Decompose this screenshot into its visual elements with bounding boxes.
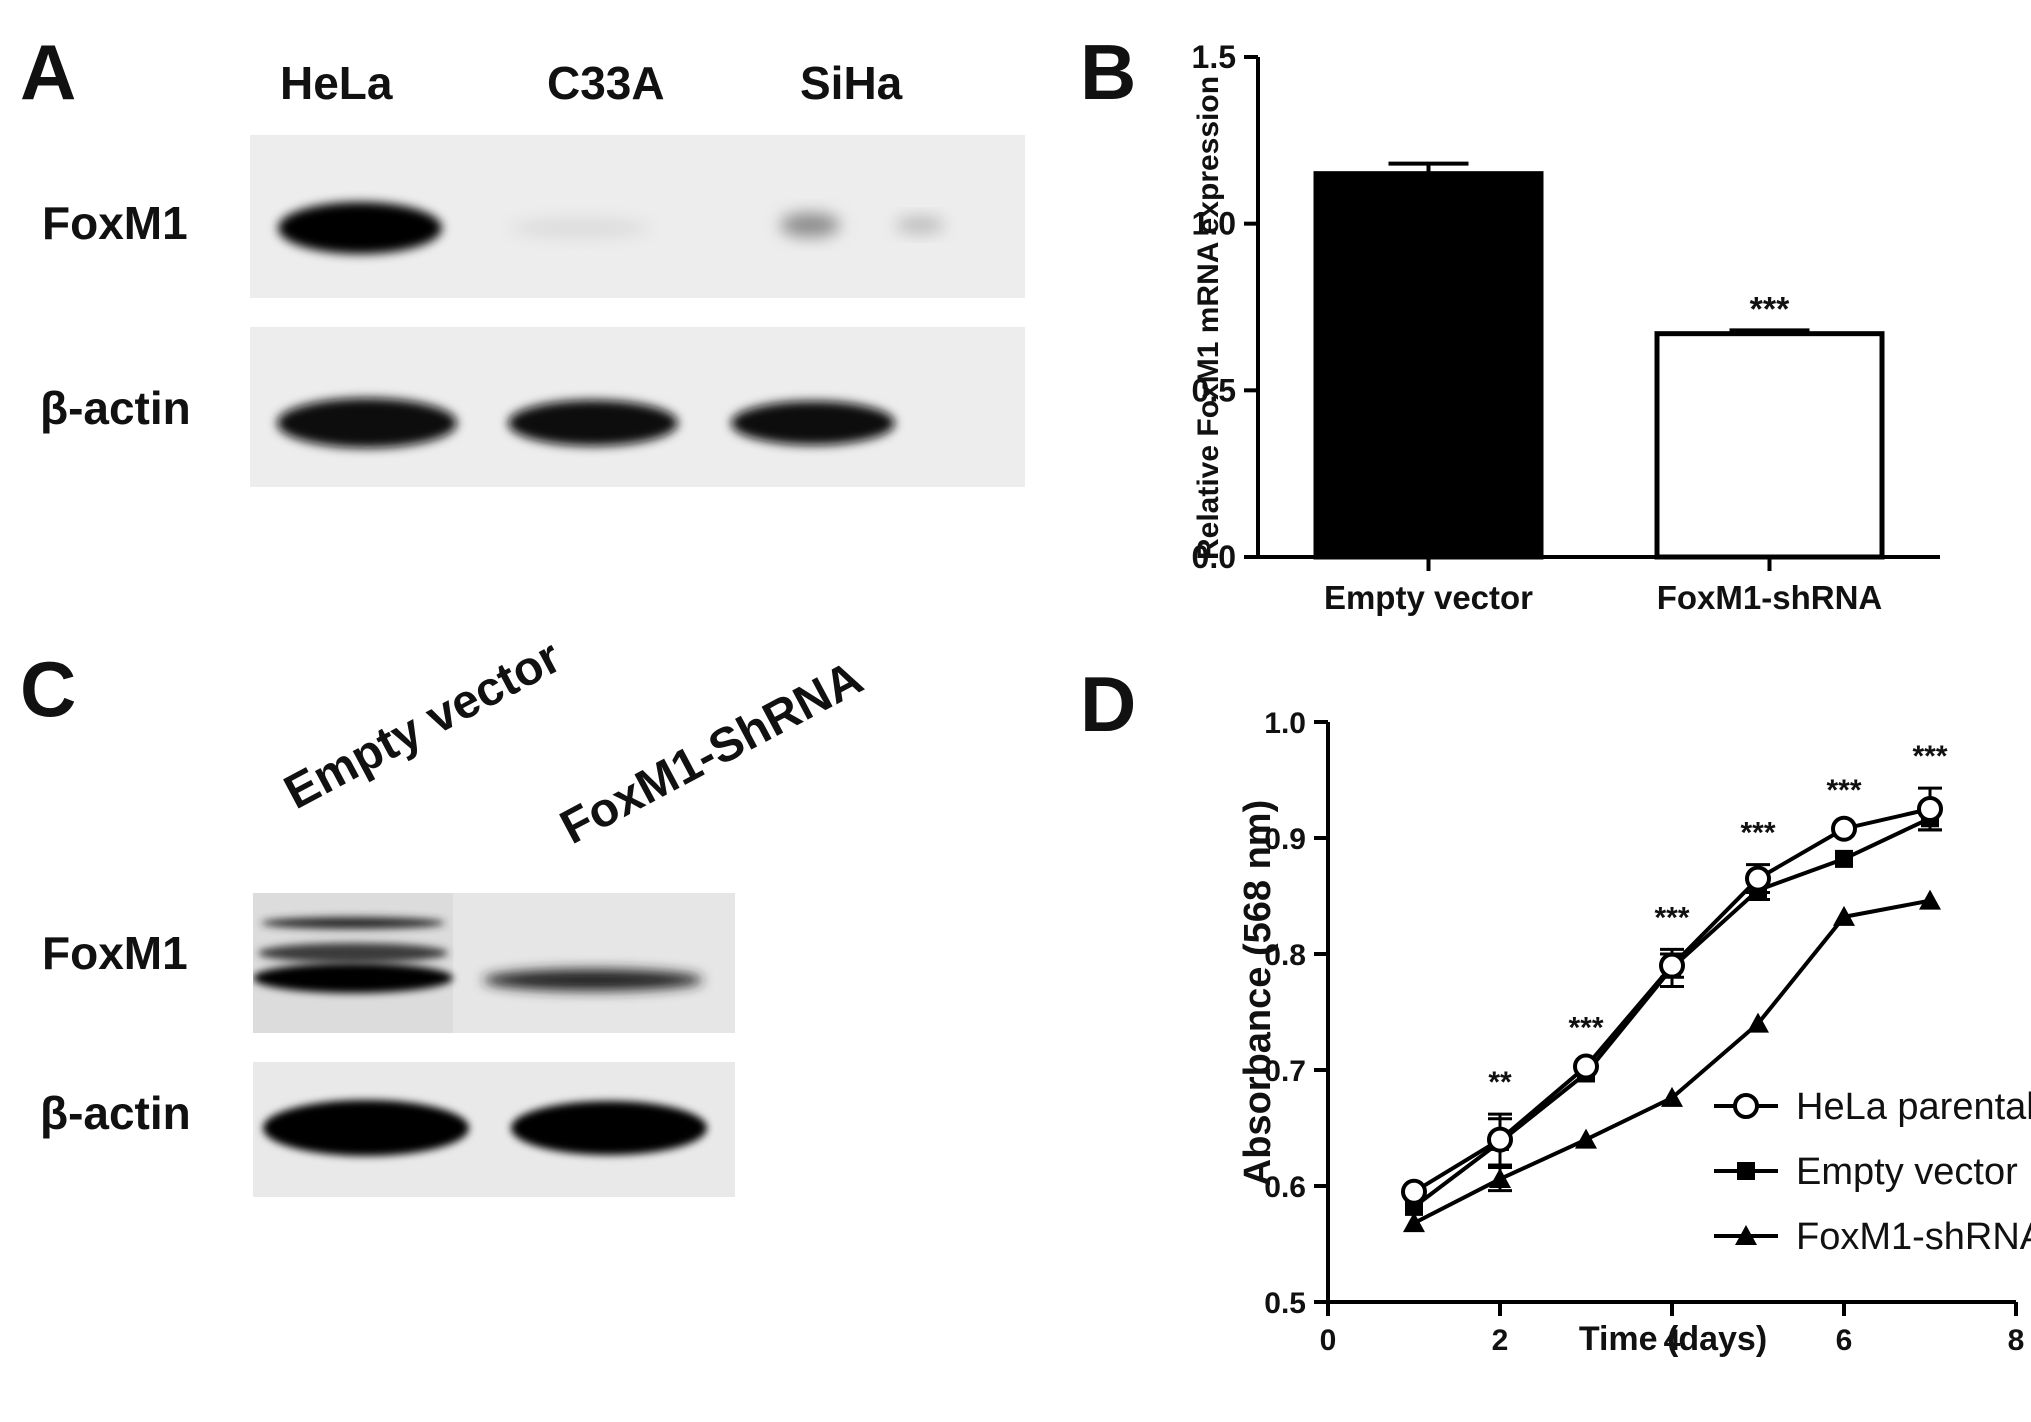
band-hela-actin: [277, 398, 457, 448]
significance-label-d: ***: [1826, 774, 1861, 807]
data-point-series-2: [1833, 905, 1855, 926]
bar-0: [1313, 171, 1544, 560]
data-point-series-0: [1917, 796, 1943, 822]
data-point-series-0: [1401, 1178, 1427, 1205]
x-tick-label-d: 8: [2008, 1324, 2025, 1357]
band-c33a-foxm1: [510, 218, 650, 238]
y-tick-label-b: 1.0: [1192, 206, 1236, 242]
data-point-series-2: [1661, 1086, 1683, 1107]
data-point-series-2: [1403, 1212, 1425, 1233]
y-axis-label-b: Relative FoxM1 mRNA expression: [1192, 76, 1225, 560]
band-sh-foxm1: [483, 969, 703, 991]
western-blot-c-actin: [253, 1062, 735, 1197]
row-label-actin-a: β-actin: [40, 382, 191, 434]
data-point-series-0: [1659, 952, 1685, 979]
lane-label-siha: SiHa: [800, 57, 903, 109]
lane-label-empty-vector: Empty vector: [276, 630, 570, 820]
y-tick-label-d: 0.7: [1264, 1055, 1306, 1088]
y-tick-label-d: 0.6: [1264, 1171, 1306, 1204]
data-point-series-1: [1835, 849, 1853, 868]
lane-label-foxm1-shrna: FoxM1-ShRNA: [552, 651, 872, 855]
band-ev-foxm1-upper: [261, 917, 445, 929]
legend-marker-1: [1737, 1162, 1755, 1180]
band-siha-foxm1-a: [780, 213, 840, 237]
legend-marker-0: [1733, 1093, 1759, 1119]
y-tick-label-d: 1.0: [1264, 707, 1306, 740]
significance-label-d: ***: [1912, 740, 1947, 773]
band-ev-actin: [263, 1100, 469, 1156]
y-tick-label-b: 0.0: [1192, 539, 1236, 575]
data-point-series-0: [1831, 815, 1857, 842]
bar-1: [1654, 331, 1885, 560]
data-point-series-2: [1489, 1168, 1511, 1189]
band-siha-foxm1-b: [895, 217, 945, 233]
western-blot-a-actin: [250, 327, 1025, 487]
y-axis-label-d: Absorbance (568 nm): [1237, 800, 1279, 1186]
western-blot-a-foxm1: [250, 135, 1025, 298]
band-c33a-actin: [508, 400, 678, 446]
row-label-foxm1-a: FoxM1: [42, 197, 188, 249]
panel-a-letter: A: [20, 28, 77, 116]
x-tick-label-d: 2: [1492, 1324, 1509, 1357]
band-ev-foxm1-lower: [253, 963, 453, 993]
band-hela-foxm1: [278, 202, 442, 254]
line-chart-d: 0.50.60.70.80.91.00 2 4 6 8 ****************…: [1237, 707, 2031, 1358]
lane-label-hela: HeLa: [280, 57, 393, 109]
legend-label-0: HeLa parental: [1796, 1086, 2031, 1128]
panel-d-letter: D: [1080, 660, 1137, 748]
panel-c-letter: C: [20, 645, 77, 733]
y-tick-label-d: 0.5: [1264, 1287, 1306, 1320]
panel-b-letter: B: [1080, 28, 1137, 116]
x-tick-label-d: 0: [1320, 1324, 1337, 1357]
x-tick-label-d: 6: [1836, 1324, 1853, 1357]
legend-marker-2: [1735, 1225, 1757, 1245]
y-tick-label-b: 0.5: [1192, 372, 1236, 408]
category-label-b: FoxM1-shRNA: [1657, 579, 1883, 616]
data-point-series-2: [1919, 889, 1941, 910]
y-tick-label-b: 1.5: [1192, 39, 1236, 75]
significance-label-d: ***: [1740, 817, 1775, 850]
data-point-series-0: [1573, 1053, 1599, 1080]
band-ev-foxm1-middle: [258, 943, 448, 963]
row-label-foxm1-c: FoxM1: [42, 927, 188, 979]
data-point-series-0: [1487, 1126, 1513, 1153]
data-point-series-2: [1575, 1128, 1597, 1149]
x-axis-label-d: Time (days): [1579, 1320, 1767, 1358]
y-tick-label-d: 0.8: [1264, 939, 1306, 972]
x-tick-label-d: 4: [1664, 1324, 1681, 1357]
significance-label-d: ***: [1654, 901, 1689, 934]
lane-label-c33a: C33A: [547, 57, 665, 109]
significance-label-d: ***: [1568, 1012, 1603, 1045]
row-label-actin-c: β-actin: [40, 1087, 191, 1139]
legend-label-1: Empty vector: [1796, 1151, 2018, 1193]
significance-label-b: ***: [1750, 290, 1790, 328]
significance-label-d: **: [1488, 1066, 1512, 1099]
y-tick-label-d: 0.9: [1264, 823, 1306, 856]
band-sh-actin: [511, 1101, 707, 1155]
data-point-series-0: [1745, 865, 1771, 892]
legend-label-2: FoxM1-shRNA: [1796, 1216, 2031, 1258]
band-siha-actin: [731, 401, 895, 445]
category-label-b: Empty vector: [1324, 579, 1533, 616]
data-point-series-2: [1747, 1012, 1769, 1033]
western-blot-c-foxm1: [253, 893, 735, 1033]
